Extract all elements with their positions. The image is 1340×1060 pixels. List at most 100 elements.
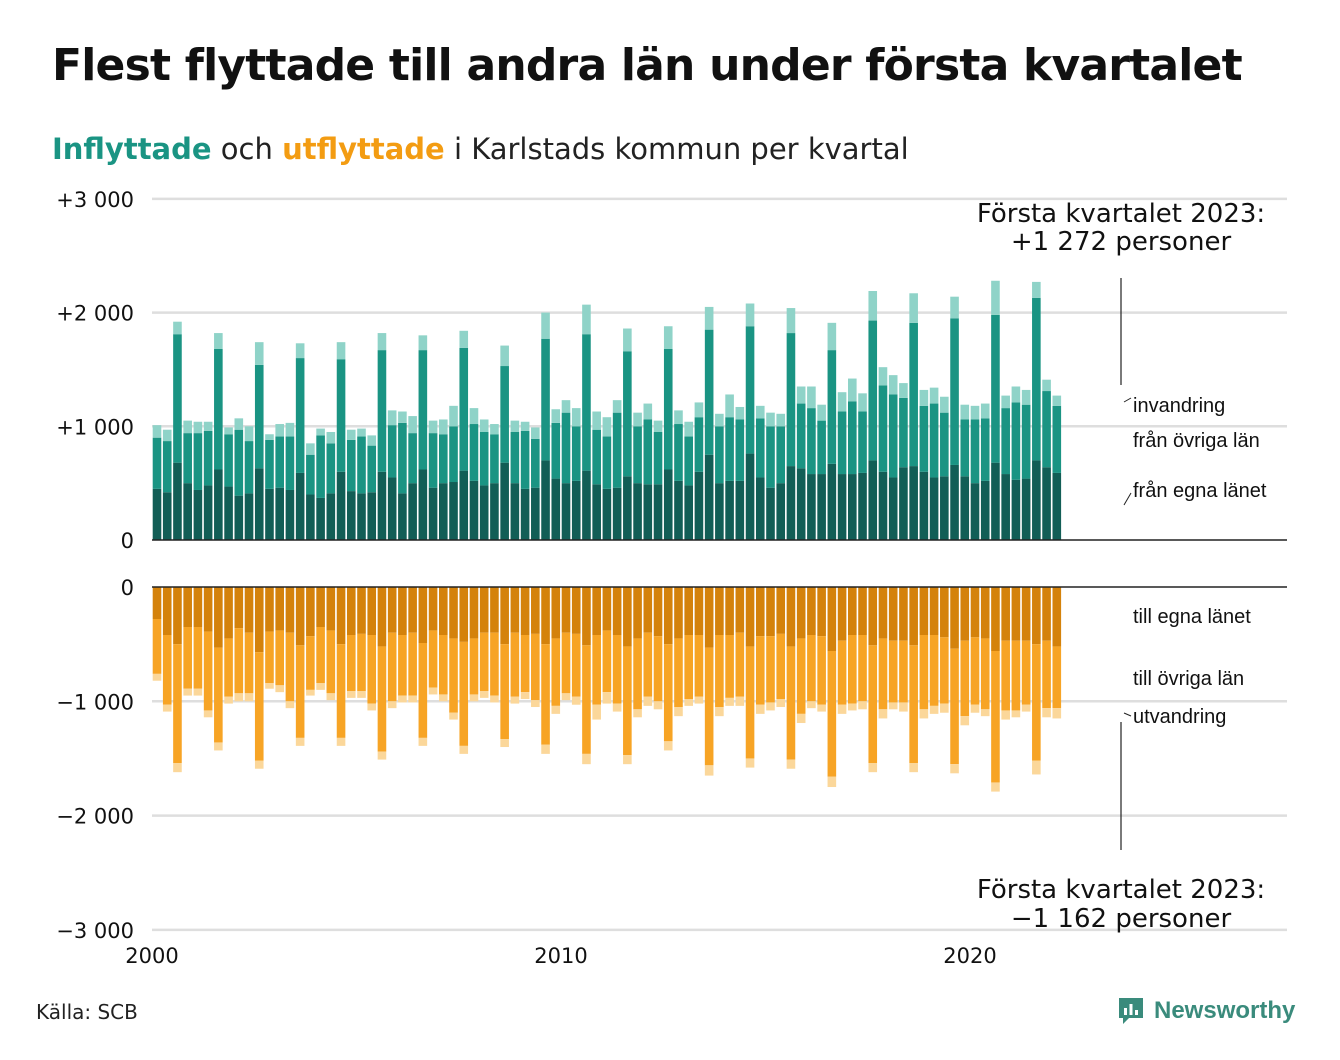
bar-in-0 xyxy=(1042,467,1051,540)
bar-in-0 xyxy=(316,497,325,540)
bar-in-2 xyxy=(459,330,469,348)
bar-out-1 xyxy=(1032,644,1041,761)
bar-out-0 xyxy=(214,587,223,648)
bar-in-2 xyxy=(602,417,612,437)
bar-out-1 xyxy=(459,641,469,746)
bar-out-2 xyxy=(285,701,295,709)
bar-in-0 xyxy=(357,493,366,540)
bar-out-2 xyxy=(295,737,305,746)
bar-in-0 xyxy=(418,469,428,540)
bar-in-2 xyxy=(776,413,786,427)
bar-in-2 xyxy=(786,308,796,334)
bar-in-0 xyxy=(234,495,244,540)
bar-out-2 xyxy=(398,695,407,703)
bar-in-1 xyxy=(203,430,213,486)
bar-out-2 xyxy=(520,692,530,700)
bar-in-0 xyxy=(408,483,417,540)
bar-out-1 xyxy=(285,632,295,702)
bar-in-0 xyxy=(571,480,581,540)
brand[interactable]: Newsworthy xyxy=(1116,996,1295,1026)
bar-in-2 xyxy=(858,393,867,412)
bar-in-0 xyxy=(377,471,387,540)
bar-out-2 xyxy=(766,702,775,711)
bar-in-2 xyxy=(439,419,448,435)
bar-out-0 xyxy=(653,587,663,637)
bar-out-2 xyxy=(173,763,182,773)
bar-out-0 xyxy=(377,587,387,647)
bar-out-2 xyxy=(899,702,908,712)
bar-out-2 xyxy=(633,709,642,718)
bar-out-2 xyxy=(735,696,745,706)
bar-out-1 xyxy=(377,646,387,752)
x-tick-label: 2020 xyxy=(943,944,996,968)
bar-in-1 xyxy=(531,438,540,488)
bar-out-0 xyxy=(479,587,489,633)
bar-in-0 xyxy=(848,474,857,540)
bar-in-1 xyxy=(387,425,397,478)
bar-out-0 xyxy=(439,587,448,636)
bar-in-2 xyxy=(888,375,898,395)
bar-out-2 xyxy=(674,707,683,717)
bar-out-0 xyxy=(929,587,939,636)
bar-in-2 xyxy=(848,378,857,402)
bar-out-2 xyxy=(1052,708,1062,719)
bar-out-0 xyxy=(551,587,561,639)
bar-out-0 xyxy=(162,587,172,636)
bar-out-1 xyxy=(326,630,336,694)
bar-out-0 xyxy=(490,587,499,633)
subtitle-inflyttade: Inflyttade xyxy=(52,132,212,166)
bar-out-1 xyxy=(551,638,561,706)
bar-out-0 xyxy=(633,587,642,639)
bar-in-1 xyxy=(162,441,172,493)
bar-out-0 xyxy=(623,587,632,647)
bar-out-2 xyxy=(316,683,325,690)
bar-in-1 xyxy=(970,419,980,484)
bar-in-0 xyxy=(1021,478,1031,540)
bar-out-1 xyxy=(1052,646,1062,709)
bar-in-0 xyxy=(837,474,847,540)
bar-in-1 xyxy=(398,422,407,494)
bar-out-1 xyxy=(1001,640,1010,711)
bar-out-2 xyxy=(449,712,458,720)
bar-out-0 xyxy=(674,587,683,639)
bar-in-1 xyxy=(490,434,499,484)
bar-in-1 xyxy=(623,351,632,477)
bar-in-2 xyxy=(387,410,397,426)
series-label-bottom: utvandring xyxy=(1133,706,1226,728)
bar-in-0 xyxy=(643,484,653,540)
bar-in-0 xyxy=(633,483,642,540)
bar-out-0 xyxy=(980,587,990,639)
bar-out-1 xyxy=(510,632,520,697)
bar-out-2 xyxy=(1001,710,1010,720)
bar-out-1 xyxy=(224,638,233,697)
bar-in-0 xyxy=(725,480,734,540)
source-text: Källa: SCB xyxy=(36,1000,138,1024)
bar-in-0 xyxy=(888,477,898,540)
bar-in-0 xyxy=(1052,472,1062,540)
bar-in-1 xyxy=(663,348,673,470)
bar-in-0 xyxy=(592,484,601,540)
subtitle-utflyttade: utflyttade xyxy=(282,132,445,166)
bar-in-0 xyxy=(960,476,970,540)
bar-out-2 xyxy=(193,688,203,696)
bar-in-1 xyxy=(684,436,693,486)
bar-in-0 xyxy=(1001,474,1010,540)
bar-out-2 xyxy=(1042,708,1051,718)
bar-out-1 xyxy=(868,645,878,764)
bar-out-1 xyxy=(899,640,908,703)
bar-out-2 xyxy=(602,692,612,704)
bar-out-2 xyxy=(653,701,663,710)
bar-out-2 xyxy=(909,763,918,773)
bar-in-0 xyxy=(684,485,693,540)
bar-out-2 xyxy=(152,673,162,681)
bar-out-0 xyxy=(960,587,970,641)
bar-in-1 xyxy=(694,417,704,472)
bar-out-2 xyxy=(346,691,356,698)
bar-out-1 xyxy=(653,636,663,702)
series-label-bottom: till egna länet xyxy=(1133,606,1251,628)
bar-in-0 xyxy=(254,468,264,540)
bar-in-1 xyxy=(909,322,918,467)
bar-out-0 xyxy=(152,587,162,620)
bar-out-1 xyxy=(306,636,315,690)
